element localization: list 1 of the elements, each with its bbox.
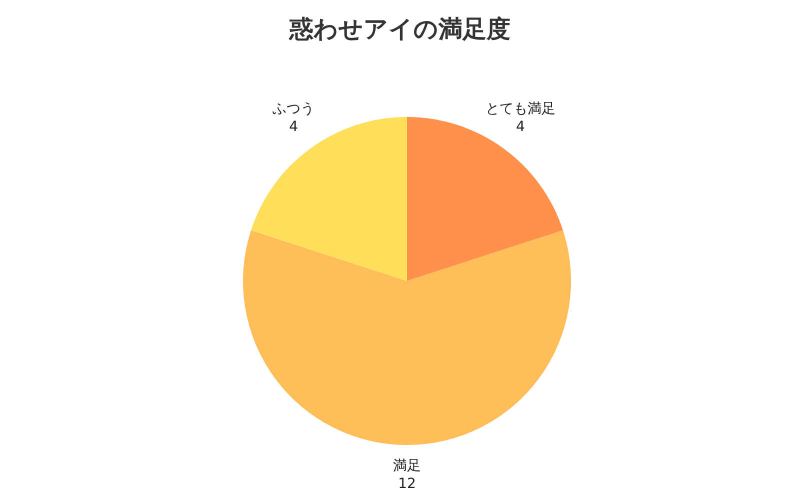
title: 惑わせアイの満足度 (290, 15, 510, 43)
